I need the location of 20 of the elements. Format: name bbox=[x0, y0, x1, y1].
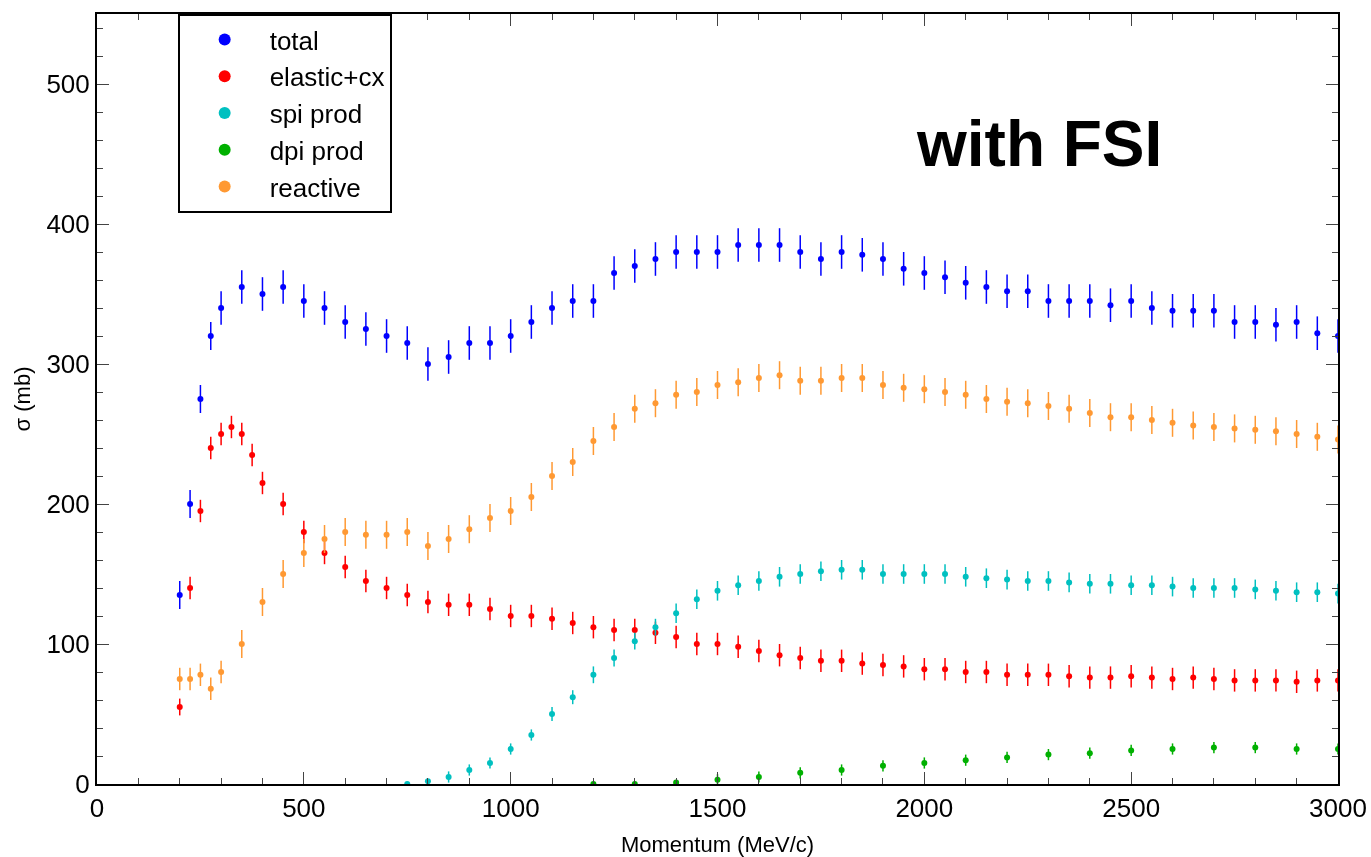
y-tick-label: 500 bbox=[46, 69, 90, 100]
y-tick-label: 300 bbox=[46, 349, 90, 380]
x-tick-label: 3000 bbox=[1309, 793, 1367, 824]
x-tick-label: 1500 bbox=[688, 793, 747, 824]
legend-label: spi prod bbox=[269, 99, 363, 130]
legend-label: dpi prod bbox=[269, 135, 364, 166]
x-tick-label: 500 bbox=[282, 793, 326, 824]
y-tick-label: 200 bbox=[46, 489, 90, 520]
legend-label: elastic+cx bbox=[269, 62, 385, 93]
x-tick-label: 2000 bbox=[895, 793, 954, 824]
y-axis-title: σ (mb) bbox=[9, 366, 35, 432]
annotation: with FSI bbox=[916, 108, 1163, 180]
legend-label: total bbox=[269, 25, 319, 56]
x-tick-label: 2500 bbox=[1102, 793, 1161, 824]
y-tick-label: 0 bbox=[75, 769, 90, 800]
legend-label: reactive bbox=[269, 172, 361, 203]
y-tick-label: 100 bbox=[46, 629, 90, 660]
x-axis-title: Momentum (MeV/c) bbox=[620, 832, 815, 857]
x-tick-label: 1000 bbox=[481, 793, 540, 824]
y-tick-label: 400 bbox=[46, 209, 90, 240]
